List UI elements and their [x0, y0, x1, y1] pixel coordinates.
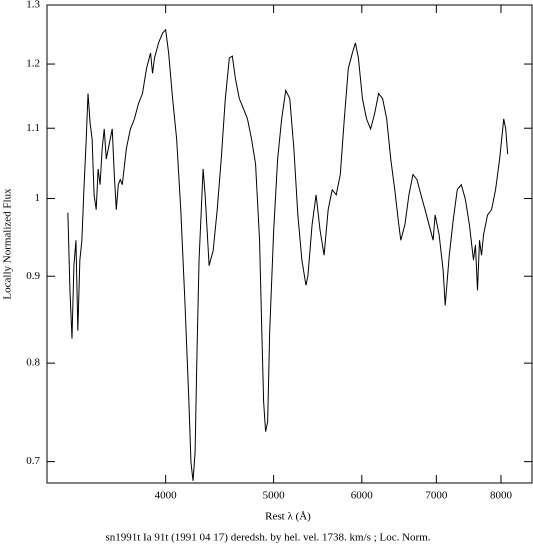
chart-title: sn1991t Ia 91t (1991 04 17) deredsh. by …	[105, 532, 430, 544]
y-tick-label: 1.3	[26, 0, 40, 11]
y-tick-label: 1.2	[26, 58, 40, 70]
x-tick-label: 6000	[351, 490, 374, 502]
spectrum-line	[67, 28, 509, 481]
x-tick-label: 8000	[490, 490, 513, 502]
x-tick-label: 7000	[425, 490, 448, 502]
x-tick-label: 5000	[263, 490, 286, 502]
plot-frame	[46, 4, 533, 484]
y-tick-label: 0.7	[26, 455, 40, 467]
y-tick-label: 0.9	[26, 270, 40, 282]
x-tick-label: 4000	[155, 490, 178, 502]
y-tick-label: 1.1	[26, 122, 40, 134]
y-tick-label: 0.8	[26, 357, 40, 369]
x-axis-label: Rest λ (Å)	[265, 511, 311, 523]
y-tick-label: 1	[35, 192, 41, 204]
y-axis-label: Locally Normalized Flux	[2, 188, 14, 300]
